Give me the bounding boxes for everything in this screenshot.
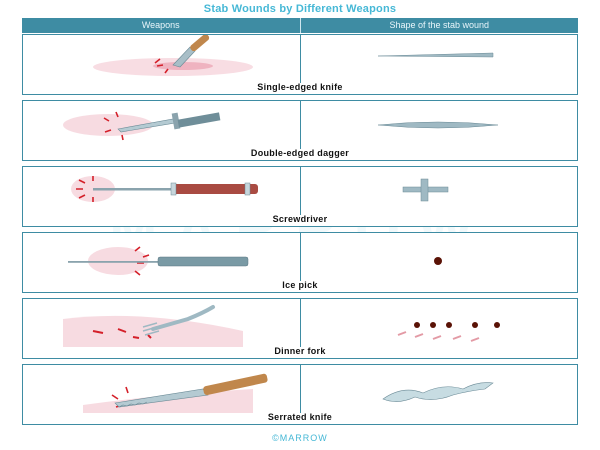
header-weapons: Weapons (141, 20, 180, 30)
column-divider (300, 101, 301, 149)
label-single-edged-knife: Single-edged knife (257, 82, 343, 92)
table-header: Weapons Shape of the stab wound (22, 18, 578, 33)
column-divider (300, 35, 301, 83)
label-ice-pick: Ice pick (282, 280, 318, 290)
label-screwdriver: Screwdriver (272, 214, 328, 224)
column-divider (300, 167, 301, 215)
row-double-edged-dagger: Double-edged dagger (22, 100, 578, 161)
header-wound-shape: Shape of the stab wound (299, 18, 579, 33)
column-divider (300, 299, 301, 347)
row-dinner-fork: Dinner fork (22, 298, 578, 359)
row-serrated-knife: Serrated knife (22, 364, 578, 425)
double-edged-dagger-illustration (63, 111, 499, 141)
row-ice-pick: Ice pick (22, 232, 578, 293)
row-screwdriver: Screwdriver (22, 166, 578, 227)
dinner-fork-illustration (63, 305, 500, 347)
screwdriver-illustration (71, 176, 449, 202)
footer-brand: ©MARROW (272, 433, 328, 443)
label-double-edged-dagger: Double-edged dagger (250, 148, 350, 158)
label-dinner-fork: Dinner fork (274, 346, 326, 356)
label-serrated-knife: Serrated knife (267, 412, 333, 422)
single-edged-knife-illustration (93, 35, 494, 76)
serrated-knife-illustration (83, 373, 494, 413)
row-single-edged-knife: Single-edged knife (22, 34, 578, 95)
column-divider (300, 233, 301, 281)
column-divider (300, 365, 301, 413)
ice-pick-illustration (68, 246, 442, 276)
page-title: Stab Wounds by Different Weapons (203, 3, 397, 15)
